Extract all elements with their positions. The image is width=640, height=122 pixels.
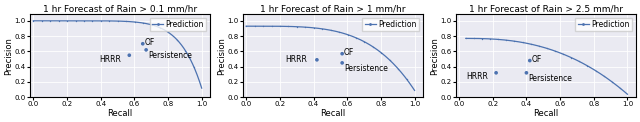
Text: OF: OF xyxy=(531,55,541,64)
X-axis label: Recall: Recall xyxy=(320,109,346,118)
Text: Persistence: Persistence xyxy=(148,51,192,60)
Point xyxy=(138,43,148,45)
X-axis label: Recall: Recall xyxy=(108,109,132,118)
Y-axis label: Precision: Precision xyxy=(430,37,439,75)
Point xyxy=(522,72,532,74)
Title: 1 hr Forecast of Rain > 1 mm/hr: 1 hr Forecast of Rain > 1 mm/hr xyxy=(260,4,406,13)
Legend: Prediction: Prediction xyxy=(575,18,632,31)
Point xyxy=(337,53,348,55)
Title: 1 hr Forecast of Rain > 0.1 mm/hr: 1 hr Forecast of Rain > 0.1 mm/hr xyxy=(43,4,197,13)
Legend: Prediction: Prediction xyxy=(362,18,419,31)
Point xyxy=(141,49,151,51)
Point xyxy=(124,54,134,56)
Text: HRRR: HRRR xyxy=(285,55,307,64)
X-axis label: Recall: Recall xyxy=(533,109,558,118)
Point xyxy=(312,59,322,61)
Point xyxy=(525,60,535,62)
Title: 1 hr Forecast of Rain > 2.5 mm/hr: 1 hr Forecast of Rain > 2.5 mm/hr xyxy=(468,4,623,13)
Point xyxy=(337,62,348,64)
Legend: Prediction: Prediction xyxy=(150,18,206,31)
Text: Persistence: Persistence xyxy=(344,64,388,73)
Text: Persistence: Persistence xyxy=(528,74,572,83)
Point xyxy=(491,72,501,74)
Text: HRRR: HRRR xyxy=(99,55,121,64)
Text: HRRR: HRRR xyxy=(466,72,488,81)
Y-axis label: Precision: Precision xyxy=(4,37,13,75)
Text: OF: OF xyxy=(344,48,354,57)
Text: OF: OF xyxy=(145,38,155,47)
Y-axis label: Precision: Precision xyxy=(217,37,226,75)
